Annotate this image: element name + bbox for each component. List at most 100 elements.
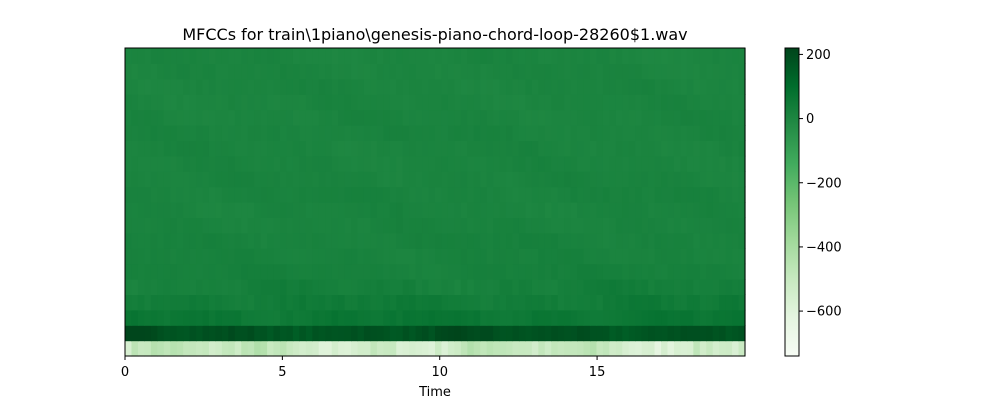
heatmap-cell <box>622 263 630 280</box>
heatmap-cell <box>273 171 281 188</box>
heatmap-cell <box>441 48 449 64</box>
heatmap-cell <box>331 78 339 95</box>
heatmap-cell <box>189 125 197 141</box>
heatmap-cell <box>318 63 326 80</box>
heatmap-cell <box>467 78 475 95</box>
heatmap-cell <box>531 63 539 80</box>
heatmap-cell <box>544 263 552 280</box>
heatmap-cell <box>531 155 539 172</box>
heatmap-cell <box>622 232 630 249</box>
heatmap-cell <box>706 140 714 157</box>
heatmap-cell <box>699 94 707 111</box>
heatmap-cell <box>396 94 404 111</box>
heatmap-cell <box>299 109 307 126</box>
heatmap-cell <box>661 294 669 311</box>
heatmap-cell <box>667 232 675 249</box>
heatmap-cell <box>370 140 378 157</box>
heatmap-cell <box>202 279 210 295</box>
heatmap-cell <box>693 78 701 95</box>
heatmap-cell <box>234 202 242 218</box>
heatmap-cell <box>422 340 430 357</box>
heatmap-cell <box>538 125 546 141</box>
heatmap-cell <box>609 48 617 64</box>
heatmap-cell <box>331 109 339 126</box>
heatmap-cell <box>409 309 417 326</box>
heatmap-cell <box>699 279 707 295</box>
heatmap-cell <box>480 232 488 249</box>
heatmap-cell <box>383 78 391 95</box>
heatmap-cell <box>583 48 591 64</box>
heatmap-cell <box>402 125 410 141</box>
heatmap-cell <box>163 78 171 95</box>
heatmap-cell <box>615 186 623 203</box>
heatmap-cell <box>318 217 326 234</box>
heatmap-cell <box>241 248 249 265</box>
heatmap-cell <box>447 325 455 342</box>
heatmap-cell <box>544 109 552 126</box>
heatmap-cell <box>480 202 488 218</box>
heatmap-cell <box>415 109 423 126</box>
heatmap-cell <box>338 309 346 326</box>
heatmap-cell <box>719 217 727 234</box>
heatmap-cell <box>435 48 443 64</box>
heatmap-cell <box>228 94 236 111</box>
heatmap-cell <box>460 48 468 64</box>
heatmap-cell <box>441 340 449 357</box>
heatmap-cell <box>415 48 423 64</box>
heatmap-cell <box>486 125 494 141</box>
heatmap-cell <box>454 109 462 126</box>
heatmap-cell <box>525 140 533 157</box>
heatmap-cell <box>447 232 455 249</box>
heatmap-cell <box>557 109 565 126</box>
heatmap-cell <box>344 78 352 95</box>
heatmap-cell <box>512 294 520 311</box>
heatmap-cell <box>602 63 610 80</box>
heatmap-cell <box>673 109 682 126</box>
heatmap-cell <box>325 232 333 249</box>
heatmap-cell <box>583 63 591 80</box>
heatmap-cell <box>725 109 733 126</box>
heatmap-cell <box>370 186 378 203</box>
heatmap-cell <box>590 171 598 188</box>
heatmap-cell <box>518 325 527 342</box>
heatmap-cell <box>738 202 746 218</box>
heatmap-cell <box>654 294 662 311</box>
heatmap-cell <box>280 94 288 111</box>
heatmap-cell <box>525 186 533 203</box>
heatmap-cell <box>202 186 210 203</box>
heatmap-cell <box>254 140 262 157</box>
heatmap-cell <box>738 309 746 326</box>
heatmap-cell <box>215 309 223 326</box>
heatmap-cell <box>512 279 520 295</box>
heatmap-cell <box>493 263 501 280</box>
heatmap-cell <box>137 263 145 280</box>
heatmap-cell <box>473 109 481 126</box>
heatmap-cell <box>338 217 346 234</box>
heatmap-cell <box>706 186 714 203</box>
heatmap-cell <box>454 78 462 95</box>
heatmap-cell <box>635 263 643 280</box>
heatmap-cell <box>273 125 281 141</box>
heatmap-cell <box>422 48 430 64</box>
x-axis: 0 5 10 15 <box>121 356 605 380</box>
heatmap-cell <box>512 309 520 326</box>
heatmap-cell <box>144 171 152 188</box>
heatmap-cell <box>596 202 604 218</box>
heatmap-cell <box>338 48 346 64</box>
heatmap-cell <box>351 340 359 357</box>
heatmap-cell <box>648 125 656 141</box>
heatmap-cell <box>577 279 585 295</box>
heatmap-cell <box>402 48 410 64</box>
heatmap-cell <box>518 279 527 295</box>
heatmap-cell <box>480 309 488 326</box>
heatmap-cell <box>125 248 133 265</box>
heatmap-cell <box>732 279 740 295</box>
heatmap-cell <box>441 309 449 326</box>
heatmap-cell <box>292 125 300 141</box>
heatmap-cell <box>305 279 313 295</box>
heatmap-cell <box>170 217 178 234</box>
heatmap-cell <box>131 125 139 141</box>
heatmap-cell <box>460 217 468 234</box>
heatmap-cell <box>357 78 365 95</box>
heatmap-cell <box>686 202 694 218</box>
